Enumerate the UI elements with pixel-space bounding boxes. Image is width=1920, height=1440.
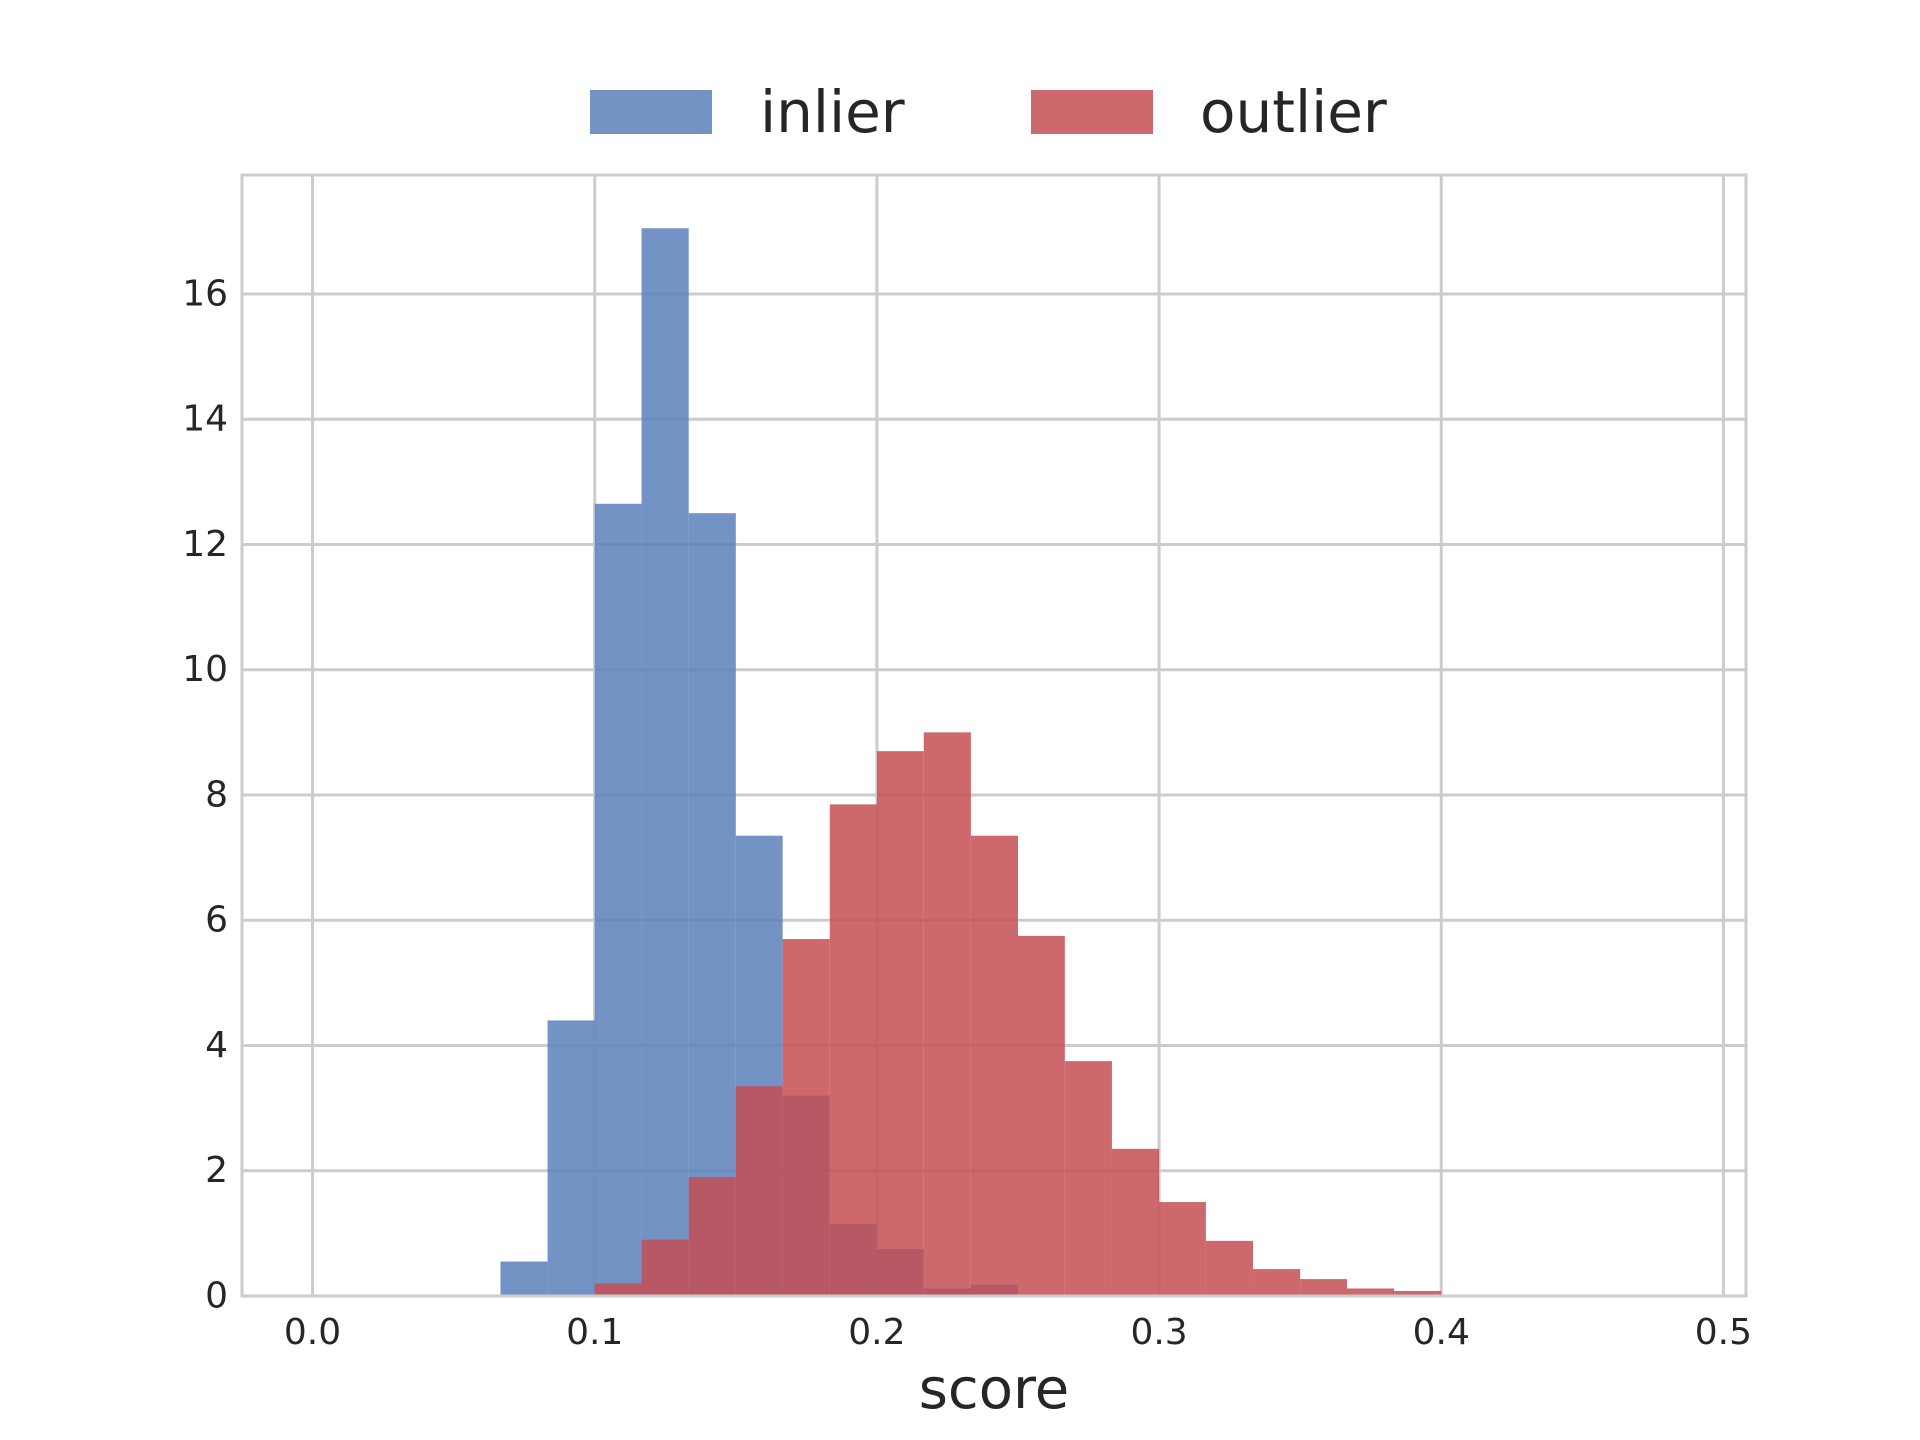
outlier-bar-1: [641, 1239, 689, 1296]
y-tick-label: 12: [182, 524, 228, 565]
outlier-bar-17: [1394, 1290, 1442, 1296]
x-tick-label: 0.2: [848, 1312, 905, 1353]
outlier-bar-11: [1111, 1148, 1160, 1296]
outlier-bar-7: [923, 732, 971, 1296]
outlier-bar-5: [829, 804, 877, 1296]
legend-label-outlier: outlier: [1200, 78, 1387, 146]
inlier-bar-1: [547, 1020, 595, 1296]
outlier-bar-14: [1253, 1269, 1301, 1296]
outlier-bar-12: [1159, 1202, 1206, 1296]
inlier-bar-0: [500, 1261, 548, 1296]
y-tick-label: 2: [205, 1150, 228, 1191]
outlier-bar-9: [1017, 935, 1065, 1296]
outlier-bar-10: [1064, 1061, 1112, 1296]
x-tick-label: 0.3: [1130, 1312, 1187, 1353]
x-axis-ticks: 0.0 0.1 0.2 0.3 0.4 0.5: [284, 1312, 1752, 1353]
inlier-bar-2: [594, 503, 642, 1296]
y-tick-label: 4: [205, 1025, 228, 1066]
inlier-bar-4: [688, 513, 736, 1296]
outlier-bar-2: [688, 1177, 736, 1296]
x-tick-label: 0.1: [566, 1312, 623, 1353]
y-tick-label: 10: [182, 649, 228, 690]
x-tick-label: 0.0: [284, 1312, 341, 1353]
outlier-bar-8: [970, 835, 1018, 1296]
y-tick-label: 16: [182, 273, 228, 314]
outlier-bar-15: [1300, 1279, 1348, 1296]
y-tick-label: 8: [205, 774, 228, 815]
outlier-bar-0: [594, 1283, 642, 1296]
y-axis-ticks: 0 2 4 6 8 10 12 14 16: [182, 273, 228, 1316]
inlier-bar-3: [641, 228, 689, 1297]
legend-swatch-outlier: [1031, 90, 1153, 134]
y-tick-label: 14: [182, 399, 228, 440]
x-axis-title: score: [919, 1357, 1069, 1422]
x-tick-label: 0.5: [1695, 1312, 1752, 1353]
outlier-bar-4: [782, 939, 830, 1296]
legend-swatch-inlier: [590, 90, 712, 134]
y-tick-label: 0: [205, 1276, 228, 1317]
grid-lines: [242, 175, 1746, 1298]
outlier-bar-3: [735, 1086, 783, 1296]
x-tick-label: 0.4: [1413, 1312, 1470, 1353]
plot-frame: [240, 173, 1748, 1298]
outlier-bar-6: [876, 751, 924, 1296]
outlier-bar-16: [1347, 1288, 1395, 1296]
legend-label-inlier: inlier: [760, 78, 905, 146]
y-tick-label: 6: [205, 900, 228, 941]
legend: inlier outlier: [590, 78, 1387, 146]
histogram-bars: [500, 228, 1442, 1297]
outlier-bar-13: [1205, 1240, 1254, 1296]
